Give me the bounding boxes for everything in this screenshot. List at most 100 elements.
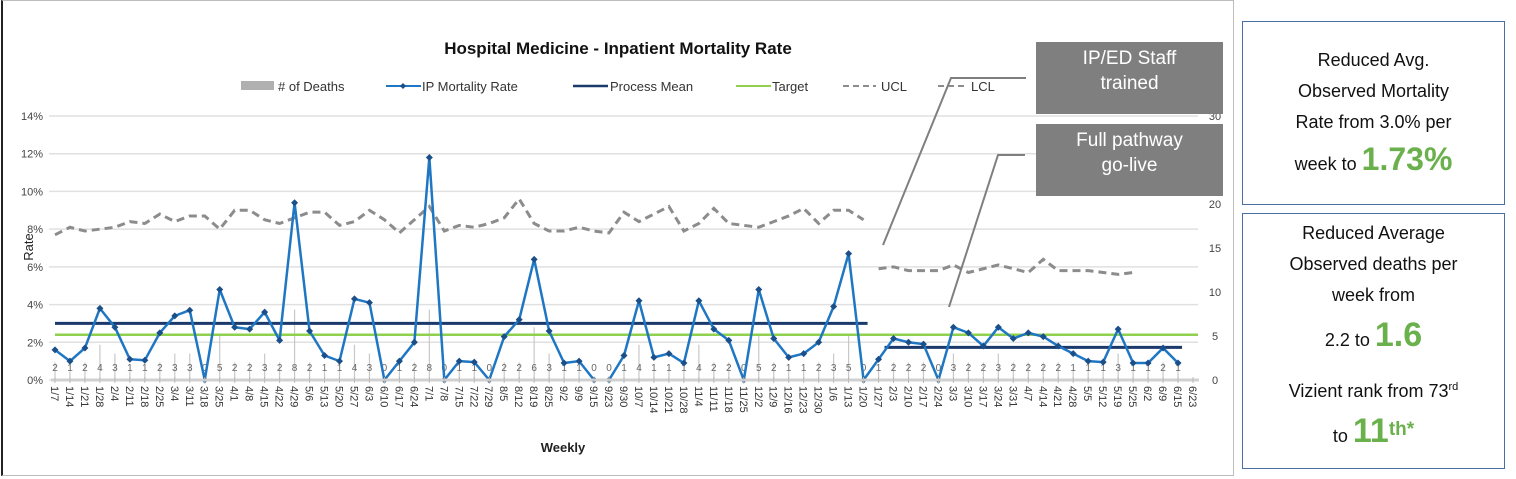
death-count-label: 0 bbox=[591, 363, 597, 374]
death-count-label: 1 bbox=[876, 363, 882, 374]
stat2-rank-highlight-sup: th* bbox=[1388, 419, 1415, 440]
y-tick-label: 0% bbox=[27, 375, 43, 387]
rate-point bbox=[830, 302, 838, 310]
x-tick-label: 6/3 bbox=[362, 386, 374, 401]
x-tick-label: 10/28 bbox=[677, 386, 689, 414]
death-count-label: 2 bbox=[906, 363, 912, 374]
x-axis: 1/7 1/14 1/21 1/28 2/4 2/11 2/18 2/25 3/4 3/11 3/1… bbox=[48, 377, 1199, 414]
rate-point bbox=[650, 353, 658, 361]
rate-point bbox=[680, 359, 688, 367]
rate-point bbox=[261, 308, 269, 316]
x-tick-label: 4/8 bbox=[243, 386, 255, 401]
rate-point bbox=[964, 329, 972, 337]
rate-point bbox=[1159, 344, 1167, 352]
rate-point bbox=[350, 295, 358, 303]
rate-point bbox=[890, 335, 898, 343]
y-tick-label: 8% bbox=[27, 224, 43, 236]
y2-tick-label: 0 bbox=[1212, 375, 1218, 387]
rate-point bbox=[321, 351, 329, 359]
rate-point bbox=[410, 338, 418, 346]
x-tick-label: 10/21 bbox=[662, 386, 674, 414]
death-count-label: 1 bbox=[337, 363, 343, 374]
death-count-label: 3 bbox=[996, 363, 1002, 374]
ucl-line bbox=[878, 257, 1134, 276]
stat2-line3: week from bbox=[1331, 285, 1416, 305]
rate-point bbox=[171, 312, 179, 320]
death-count-label: 2 bbox=[816, 363, 822, 374]
death-count-label: 2 bbox=[307, 363, 313, 374]
death-count-label: 1 bbox=[666, 363, 672, 374]
death-count-label: 5 bbox=[756, 363, 762, 374]
x-tick-label: 2/3 bbox=[887, 386, 899, 401]
y2-tick-label: 5 bbox=[1212, 331, 1218, 343]
death-count-label: 3 bbox=[1115, 363, 1121, 374]
x-tick-label: 6/17 bbox=[392, 386, 404, 407]
x-tick-label: 5/25 bbox=[1126, 386, 1138, 407]
x-tick-label: 3/4 bbox=[168, 386, 180, 401]
legend-rate-marker bbox=[400, 83, 406, 89]
rate-point bbox=[755, 285, 763, 293]
x-tick-label: 1/14 bbox=[63, 386, 75, 407]
rate-point bbox=[246, 325, 254, 333]
x-tick-label: 7/1 bbox=[422, 386, 434, 401]
rate-point bbox=[530, 255, 538, 263]
death-count-label: 2 bbox=[921, 363, 927, 374]
death-count-label: 3 bbox=[951, 363, 957, 374]
rate-point bbox=[620, 351, 628, 359]
death-count-label: 1 bbox=[621, 363, 627, 374]
death-count-label: 3 bbox=[187, 363, 193, 374]
x-tick-label: 5/20 bbox=[333, 386, 345, 407]
process-mean-series bbox=[55, 321, 1183, 349]
death-count-label: 1 bbox=[681, 363, 687, 374]
x-tick-label: 12/16 bbox=[782, 386, 794, 414]
death-count-label: 1 bbox=[1130, 363, 1136, 374]
stat2-rank-highlight: 11 bbox=[1352, 412, 1389, 450]
x-tick-label: 3/25 bbox=[213, 386, 225, 407]
callout-leader-staff-trained bbox=[882, 77, 1026, 246]
rate-point bbox=[545, 327, 553, 335]
rate-point bbox=[1114, 325, 1122, 333]
x-tick-label: 2/17 bbox=[916, 386, 928, 407]
legend-ucl-label: UCL bbox=[881, 79, 907, 94]
rate-point bbox=[1144, 359, 1152, 367]
death-count-label: 2 bbox=[1040, 363, 1046, 374]
death-count-label: 4 bbox=[636, 363, 642, 374]
x-tick-label: 2/11 bbox=[123, 386, 135, 407]
death-count-label: 3 bbox=[367, 363, 373, 374]
callout-go-live-line2: go-live bbox=[1101, 155, 1158, 176]
x-tick-label: 2/4 bbox=[108, 386, 120, 401]
x-tick-label: 7/8 bbox=[437, 386, 449, 401]
x-tick-label: 11/25 bbox=[737, 386, 749, 413]
rate-point bbox=[111, 323, 119, 331]
rate-point bbox=[51, 346, 59, 354]
chart-frame: Hospital Medicine - Inpatient Mortality … bbox=[1, 0, 1234, 476]
x-tick-label: 2/24 bbox=[931, 386, 943, 407]
rate-point bbox=[141, 356, 149, 364]
death-count-label: 1 bbox=[786, 363, 792, 374]
x-tick-label: 3/10 bbox=[961, 386, 973, 407]
death-count-label: 1 bbox=[1145, 363, 1151, 374]
death-count-label: 2 bbox=[891, 363, 897, 374]
rate-point bbox=[845, 250, 853, 258]
death-count-label: 4 bbox=[352, 363, 358, 374]
stat2-rank-suffix: rd bbox=[1448, 381, 1459, 393]
death-count-label: 2 bbox=[966, 363, 972, 374]
rate-point bbox=[1069, 350, 1077, 358]
callout-staff-trained-line1: IP/ED Staff bbox=[1082, 48, 1177, 69]
stat2-highlight: 1.6 bbox=[1374, 316, 1423, 354]
legend-mean-label: Process Mean bbox=[610, 79, 693, 94]
death-count-label: 3 bbox=[831, 363, 837, 374]
x-tick-label: 1/7 bbox=[48, 386, 60, 401]
x-tick-label: 4/22 bbox=[273, 386, 285, 407]
rate-point bbox=[919, 340, 927, 348]
x-tick-label: 6/2 bbox=[1141, 386, 1153, 401]
x-tick-label: 6/23 bbox=[1186, 386, 1198, 407]
rate-point bbox=[575, 357, 583, 365]
rate-point bbox=[291, 199, 299, 207]
rate-point bbox=[725, 336, 733, 344]
death-count-label: 2 bbox=[1026, 363, 1032, 374]
x-tick-label: 12/30 bbox=[812, 386, 824, 414]
death-count-label: 1 bbox=[67, 363, 73, 374]
death-count-label: 0 bbox=[936, 363, 942, 374]
death-count-label: 2 bbox=[1055, 363, 1061, 374]
